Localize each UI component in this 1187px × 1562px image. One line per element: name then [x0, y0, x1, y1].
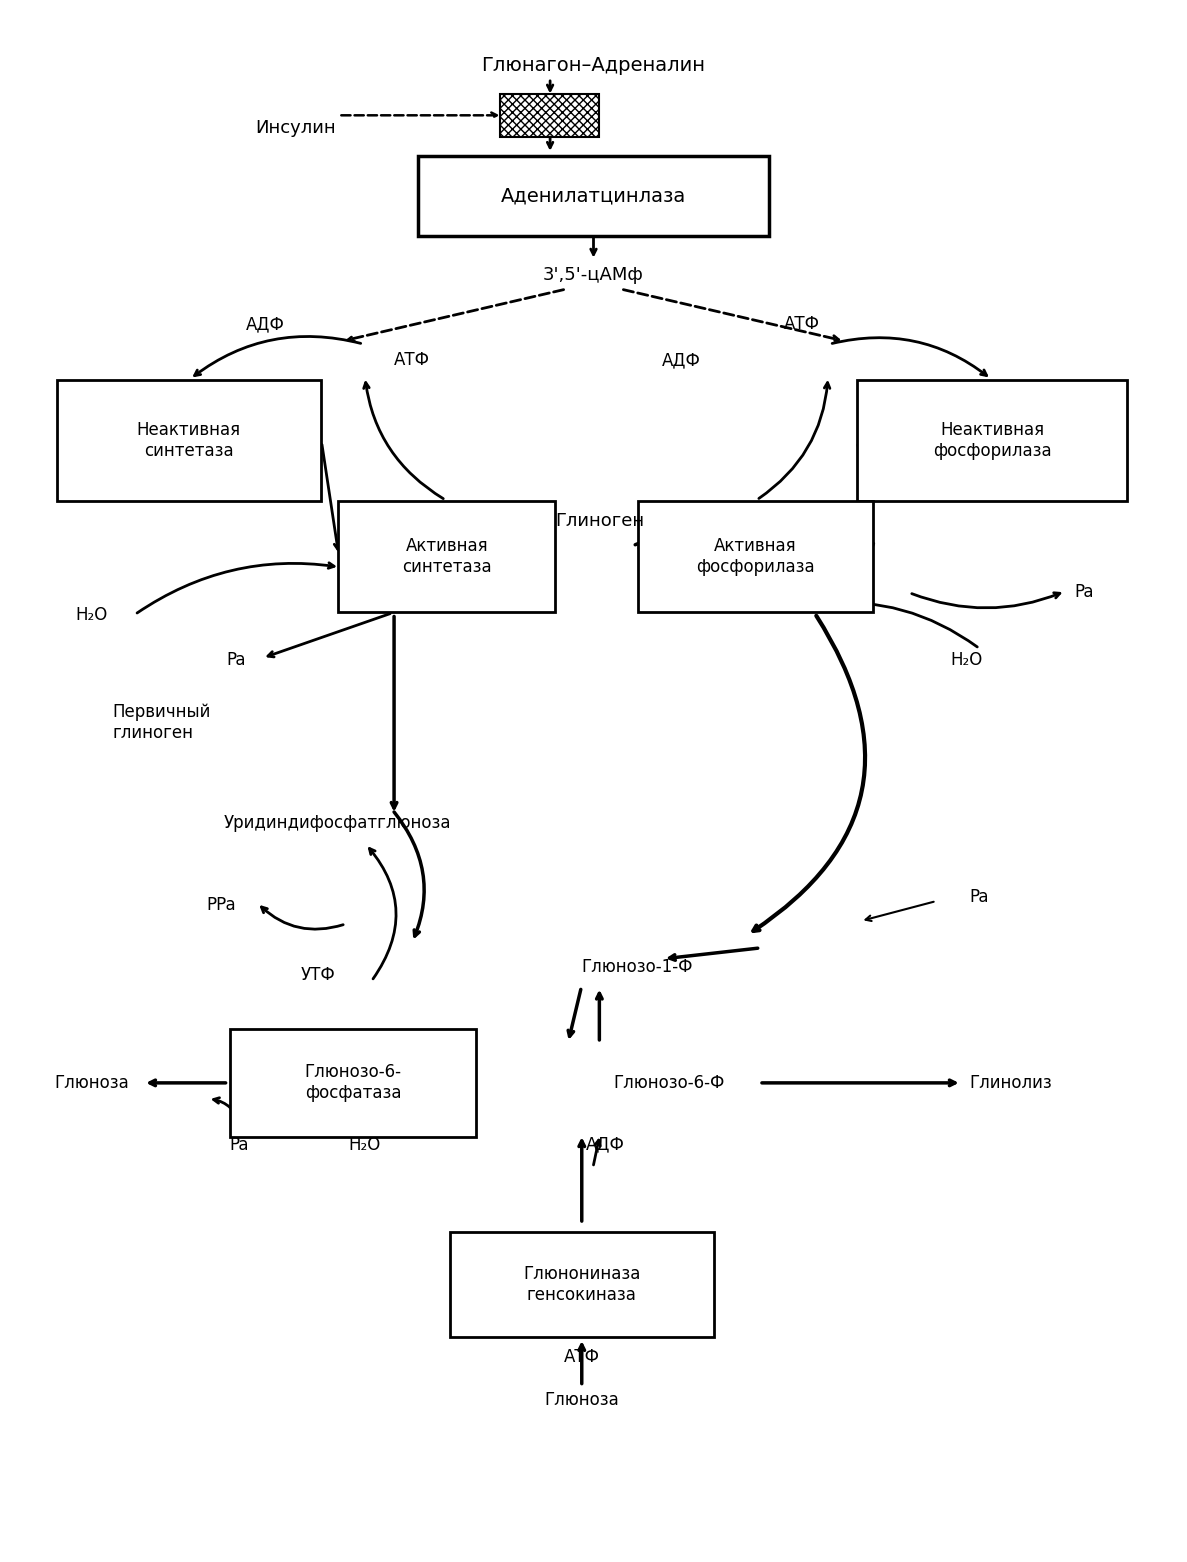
FancyBboxPatch shape — [418, 156, 769, 236]
Text: Активная
синтетаза: Активная синтетаза — [402, 537, 491, 576]
FancyBboxPatch shape — [57, 380, 320, 501]
Text: Уридиндифосфатглюноза: Уридиндифосфатглюноза — [224, 814, 451, 833]
Text: Pa: Pa — [1074, 583, 1093, 601]
Text: Глюнониназа
генсокиназа: Глюнониназа генсокиназа — [523, 1265, 641, 1304]
Text: H₂O: H₂O — [75, 606, 108, 625]
Text: 3',5'-цАМф: 3',5'-цАМф — [544, 266, 643, 284]
Text: Pa: Pa — [229, 1136, 249, 1154]
Text: Глиноген: Глиноген — [554, 512, 643, 530]
Text: Pa: Pa — [969, 889, 989, 906]
Text: АТФ: АТФ — [785, 316, 820, 333]
Text: PPa: PPa — [207, 897, 236, 914]
Text: Глюнозо-6-
фосфатаза: Глюнозо-6- фосфатаза — [305, 1064, 401, 1103]
Text: АТФ: АТФ — [394, 351, 430, 369]
Text: АДФ: АДФ — [662, 351, 700, 369]
Text: Глюнагон–Адреналин: Глюнагон–Адреналин — [482, 56, 705, 75]
Text: Глюноза: Глюноза — [55, 1075, 128, 1092]
FancyBboxPatch shape — [639, 501, 872, 612]
Text: АТФ: АТФ — [564, 1348, 599, 1365]
Text: Аденилатцинлаза: Аденилатцинлаза — [501, 186, 686, 205]
Text: Неактивная
фосфорилаза: Неактивная фосфорилаза — [933, 422, 1052, 459]
Text: АДФ: АДФ — [246, 316, 285, 333]
Text: Инсулин: Инсулин — [255, 119, 336, 137]
Text: Глюнозо-6-Ф: Глюнозо-6-Ф — [614, 1075, 725, 1092]
Text: УТФ: УТФ — [300, 965, 335, 984]
Text: Глюнозо-1-Ф: Глюнозо-1-Ф — [582, 958, 693, 976]
Text: H₂O: H₂O — [349, 1136, 381, 1154]
Text: Первичный
глиноген: Первичный глиноген — [113, 703, 211, 742]
Text: АДФ: АДФ — [586, 1136, 624, 1154]
FancyBboxPatch shape — [230, 1029, 476, 1137]
FancyBboxPatch shape — [450, 1231, 713, 1337]
Text: Активная
фосфорилаза: Активная фосфорилаза — [696, 537, 814, 576]
Text: H₂O: H₂O — [951, 651, 983, 669]
Text: Глюноза: Глюноза — [545, 1392, 620, 1409]
Text: Неактивная
синтетаза: Неактивная синтетаза — [137, 422, 241, 459]
FancyBboxPatch shape — [857, 380, 1128, 501]
Text: Pa: Pa — [226, 651, 246, 669]
Text: Глинолиз: Глинолиз — [969, 1075, 1052, 1092]
FancyBboxPatch shape — [338, 501, 556, 612]
